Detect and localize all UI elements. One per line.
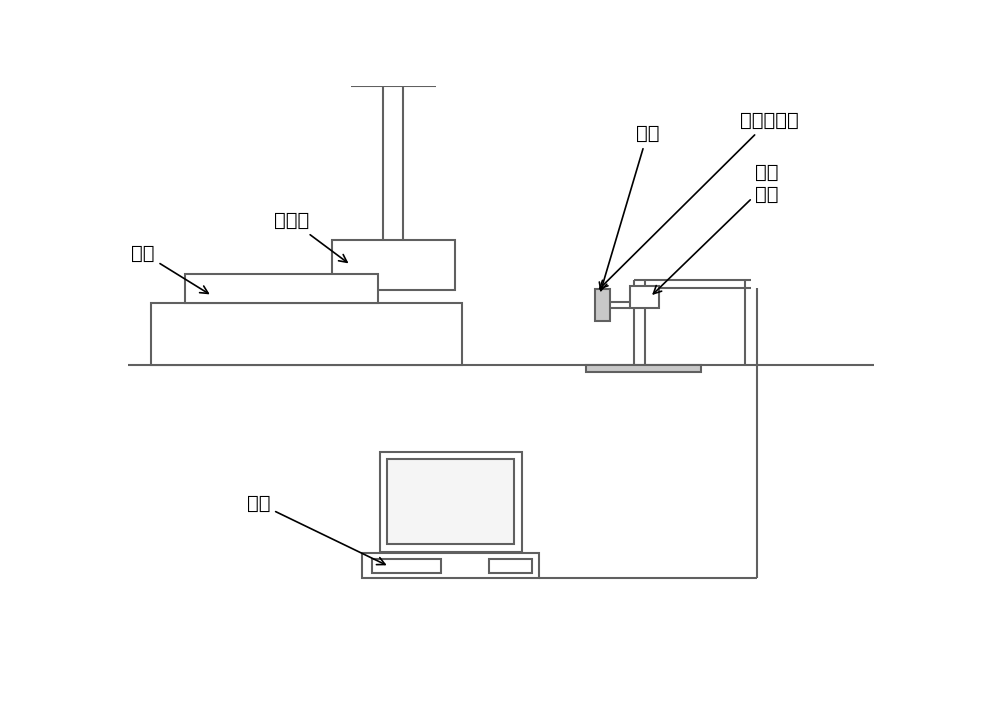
- Text: 光源: 光源: [599, 124, 659, 290]
- Bar: [630, 286, 659, 308]
- Bar: [151, 303, 462, 365]
- Bar: [489, 559, 532, 573]
- Text: 电脑: 电脑: [247, 494, 385, 564]
- Bar: [387, 460, 514, 544]
- Text: 铣刀头: 铣刀头: [274, 212, 347, 262]
- Bar: [586, 365, 701, 372]
- Text: 工业
相机: 工业 相机: [653, 163, 779, 294]
- Bar: [332, 240, 455, 290]
- Text: 工件: 工件: [131, 244, 208, 293]
- Text: 工业显微镜: 工业显微镜: [600, 111, 798, 288]
- Bar: [380, 452, 522, 552]
- Bar: [185, 274, 378, 303]
- Bar: [372, 559, 441, 573]
- Bar: [595, 288, 610, 321]
- Bar: [362, 554, 539, 578]
